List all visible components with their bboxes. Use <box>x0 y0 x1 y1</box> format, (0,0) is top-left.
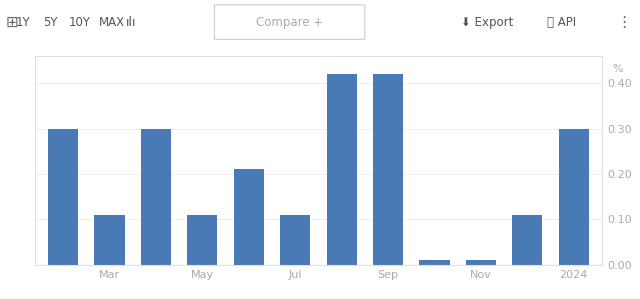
FancyBboxPatch shape <box>214 5 365 39</box>
Bar <box>188 215 218 265</box>
Bar <box>512 215 543 265</box>
Bar <box>466 260 496 265</box>
Text: Compare +: Compare + <box>256 16 323 29</box>
Text: ⬇ Export: ⬇ Export <box>461 16 513 29</box>
Bar <box>326 74 356 265</box>
Text: ⋮: ⋮ <box>616 15 632 30</box>
Bar <box>141 129 171 265</box>
Bar <box>48 129 78 265</box>
Bar <box>559 129 589 265</box>
Bar <box>373 74 403 265</box>
Bar <box>419 260 449 265</box>
Text: 1Y: 1Y <box>16 16 31 29</box>
Bar <box>35 56 602 265</box>
Text: 🗄 API: 🗄 API <box>547 16 577 29</box>
Text: 10Y: 10Y <box>69 16 91 29</box>
Text: MAX: MAX <box>99 16 125 29</box>
Text: %: % <box>612 64 623 74</box>
Text: 5Y: 5Y <box>44 16 58 29</box>
Bar <box>234 170 264 265</box>
Text: ⊞: ⊞ <box>5 15 18 30</box>
Text: ılı: ılı <box>126 16 136 29</box>
Bar <box>280 215 310 265</box>
Bar <box>94 215 125 265</box>
